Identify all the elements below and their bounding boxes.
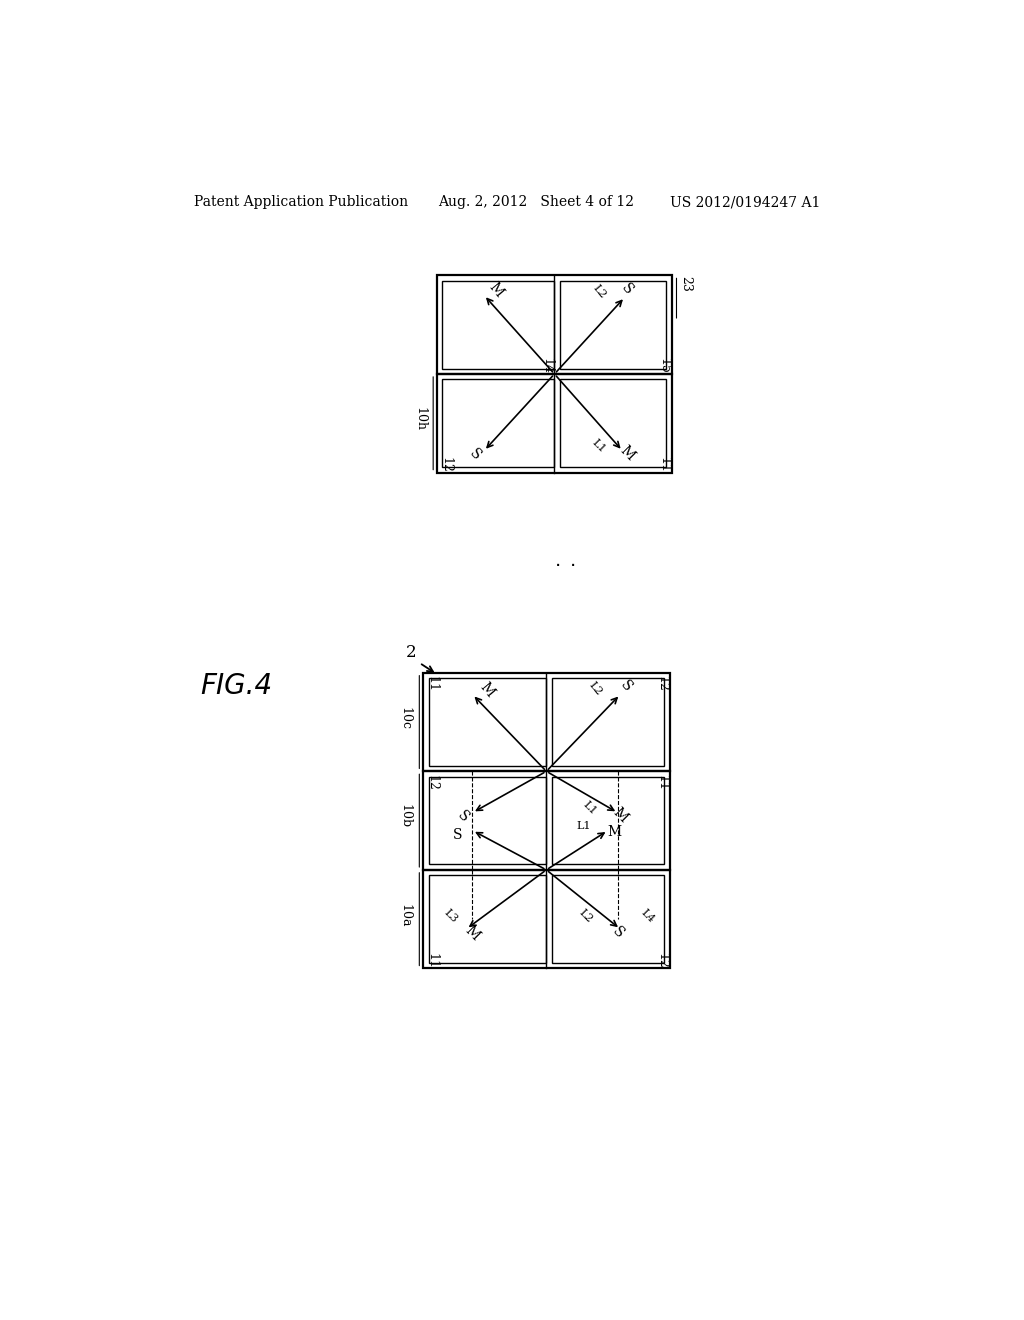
Text: 14: 14 [541,358,553,375]
Text: S: S [609,924,626,941]
Text: 10h: 10h [414,407,427,432]
Text: L2: L2 [587,680,604,697]
Text: M: M [610,805,630,825]
Bar [437,374,672,473]
Text: L2: L2 [578,908,595,925]
Text: M: M [463,923,482,942]
Text: 11: 11 [657,457,671,473]
Text: S: S [453,829,463,842]
Text: FIG.4: FIG.4 [200,672,272,700]
Text: M: M [485,280,506,300]
Text: S: S [466,446,483,463]
Bar [560,281,667,368]
Text: S: S [618,677,635,694]
Text: 15: 15 [657,358,671,375]
Text: 11: 11 [655,775,669,791]
Text: Aug. 2, 2012   Sheet 4 of 12: Aug. 2, 2012 Sheet 4 of 12 [438,195,635,209]
Text: 10c: 10c [398,708,412,730]
Text: L1: L1 [577,821,591,830]
Text: L1: L1 [591,437,607,454]
Text: L4: L4 [639,908,656,925]
Bar [437,276,672,374]
Text: L2: L2 [591,282,607,300]
Bar [552,678,665,766]
Text: Patent Application Publication: Patent Application Publication [194,195,408,209]
Bar [560,379,667,467]
Text: 23: 23 [680,276,692,292]
Bar [442,379,554,467]
Text: 12: 12 [439,457,453,473]
Text: .: . [570,552,577,570]
Text: M: M [607,825,622,840]
Bar [423,771,670,870]
Text: 12: 12 [426,775,439,791]
Bar [429,875,547,964]
Text: S: S [618,281,636,297]
Text: 12: 12 [655,676,669,692]
Text: 11: 11 [426,676,439,692]
Text: S: S [455,808,471,825]
Text: 10b: 10b [398,804,412,829]
Text: 2: 2 [407,644,417,661]
Bar [429,678,547,766]
Text: M: M [477,680,497,700]
Bar [442,281,554,368]
Text: 10a: 10a [398,904,412,927]
Text: 11: 11 [426,953,439,969]
Text: 12: 12 [655,953,669,969]
Text: .: . [555,552,561,570]
Bar [429,776,547,865]
Text: M: M [617,444,637,463]
Bar [423,870,670,969]
Bar [423,673,670,771]
Bar [552,875,665,964]
Bar [552,776,665,865]
Text: US 2012/0194247 A1: US 2012/0194247 A1 [670,195,820,209]
Text: L1: L1 [581,799,598,817]
Text: L3: L3 [441,908,459,925]
